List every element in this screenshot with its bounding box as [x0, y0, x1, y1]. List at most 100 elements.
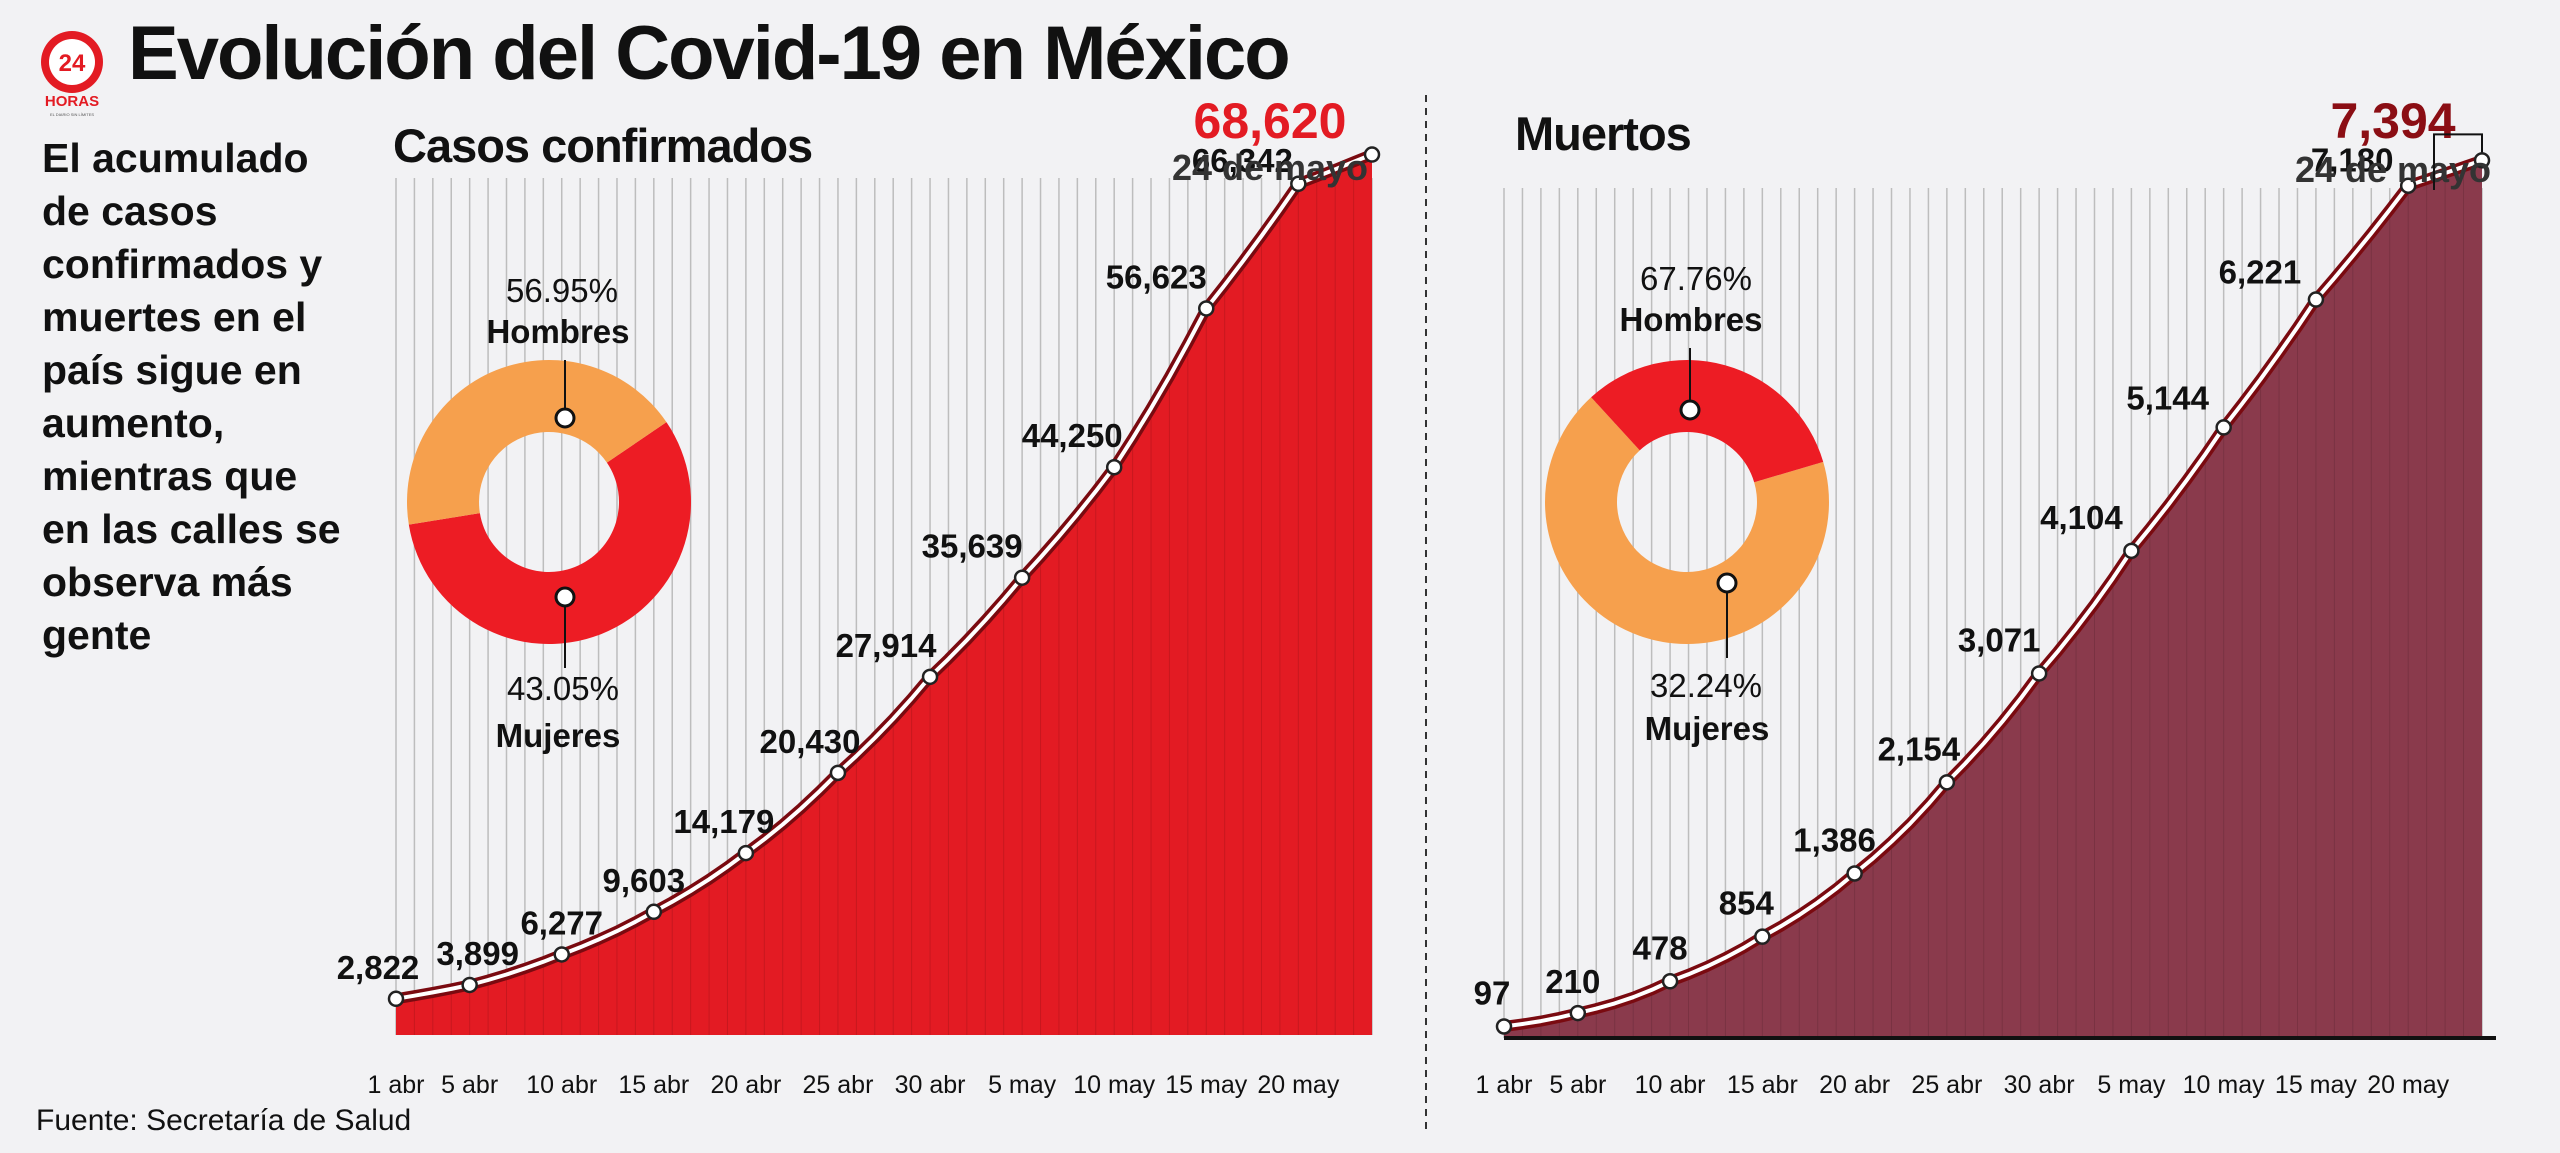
data-point	[2473, 152, 2491, 169]
latest-leader-line	[2433, 133, 2483, 190]
x-tick-label: 25 abr	[803, 1071, 874, 1099]
x-tick-label: 20 abr	[710, 1071, 781, 1099]
x-tick-label: 30 abr	[2004, 1071, 2075, 1099]
data-point	[1105, 458, 1123, 476]
data-point	[553, 946, 570, 963]
data-point	[1661, 973, 1679, 990]
data-point	[1569, 1004, 1587, 1022]
x-tick-label: 10 abr	[526, 1071, 597, 1099]
x-tick-label: 30 abr	[895, 1071, 966, 1099]
data-point	[1290, 175, 1307, 193]
data-point	[829, 764, 847, 782]
donut-name-label: Hombres	[486, 313, 629, 350]
donut-marker	[554, 586, 576, 608]
logo-tagline: EL DIARIO SIN LÍMITES	[50, 112, 94, 117]
logo-name: HORAS	[45, 93, 99, 110]
data-label: 4,104	[2040, 499, 2123, 536]
data-label: 854	[1719, 885, 1775, 922]
donut-percent-label: 43.05%	[507, 670, 619, 707]
data-label: 2,154	[1878, 730, 1961, 767]
donut-percent-label: 67.76%	[1640, 260, 1752, 297]
x-tick-label: 25 abr	[1911, 1071, 1982, 1099]
x-tick-label: 10 may	[1073, 1071, 1155, 1099]
data-label: 3,071	[1958, 621, 2041, 658]
x-tick-label: 10 abr	[1635, 1071, 1706, 1099]
data-point	[461, 976, 478, 994]
data-label: 6,221	[2219, 254, 2302, 291]
data-label: 97	[1474, 974, 1511, 1011]
data-label: 66,342	[1192, 142, 1293, 179]
x-tick-label: 15 may	[2275, 1071, 2357, 1099]
data-label: 14,179	[673, 803, 774, 840]
data-point	[921, 668, 939, 686]
latest-value: 7,394	[2330, 93, 2455, 149]
area-fill	[1504, 160, 2482, 1039]
x-tick-label: 5 may	[2097, 1071, 2166, 1099]
donut-name-label: Mujeres	[496, 717, 621, 754]
data-label: 210	[1545, 963, 1600, 1000]
data-label: 478	[1633, 929, 1688, 966]
data-point	[387, 990, 405, 1008]
data-label: 35,639	[922, 528, 1023, 565]
data-label: 27,914	[836, 627, 938, 664]
chart-title: Casos confirmados	[393, 119, 812, 172]
x-tick-label: 10 may	[2183, 1071, 2265, 1099]
donut-marker	[1679, 399, 1701, 421]
data-label: 1,386	[1793, 821, 1876, 858]
x-tick-label: 15 abr	[618, 1071, 689, 1099]
donut-name-label: Hombres	[1619, 301, 1762, 338]
data-point	[1938, 774, 1956, 791]
donut-slice-hombres	[1544, 397, 1829, 644]
data-label: 2,822	[337, 949, 420, 986]
24-horas-logo: 24 HORAS EL DIARIO SIN LÍMITES	[41, 31, 103, 117]
data-point	[1754, 928, 1771, 945]
x-tick-label: 15 abr	[1727, 1071, 1798, 1099]
data-label: 3,899	[436, 935, 519, 972]
donut-percent-label: 56.95%	[506, 272, 618, 309]
source-note: Fuente: Secretaría de Salud	[36, 1104, 412, 1137]
donut-slice-mujeres	[406, 359, 667, 525]
donut-slice-mujeres	[1591, 360, 1824, 483]
data-point	[2399, 177, 2417, 194]
chart-title: Muertos	[1515, 107, 1691, 160]
data-label: 56,623	[1106, 258, 1207, 295]
x-tick-label: 1 abr	[1476, 1071, 1533, 1099]
data-label: 9,603	[603, 862, 686, 899]
donut-marker	[1716, 572, 1738, 594]
area-fill	[396, 154, 1372, 1035]
data-label: 20,430	[759, 723, 860, 760]
donut-marker	[554, 407, 576, 429]
data-point	[2215, 419, 2232, 436]
donut-slice-hombres	[408, 422, 691, 644]
latest-date: 24 de mayo	[1172, 147, 1368, 188]
x-tick-label: 20 may	[1257, 1071, 1339, 1099]
data-point	[2030, 665, 2048, 682]
donut-percent-label: 32.24%	[1650, 667, 1762, 704]
data-point	[2123, 542, 2140, 560]
donut-name-label: Mujeres	[1645, 710, 1770, 747]
x-tick-label: 20 abr	[1819, 1071, 1890, 1099]
logo-inner-circle	[49, 39, 95, 85]
page-title: Evolución del Covid-19 en México	[128, 11, 1291, 96]
x-tick-label: 5 may	[988, 1071, 1057, 1099]
data-point	[1198, 300, 1215, 317]
data-point	[645, 903, 663, 921]
data-label: 6,277	[520, 904, 603, 941]
x-tick-label: 20 may	[2367, 1071, 2449, 1099]
x-tick-label: 1 abr	[368, 1071, 425, 1099]
data-point	[1495, 1018, 1513, 1035]
x-tick-label: 5 abr	[441, 1071, 498, 1099]
data-point	[737, 844, 755, 862]
data-point	[1846, 865, 1863, 882]
data-label: 7,180	[2311, 142, 2394, 179]
data-label: 44,250	[1022, 417, 1123, 454]
data-label: 5,144	[2126, 379, 2209, 416]
logo-number: 24	[59, 50, 86, 77]
intro-text: El acumulado de casos confirmados y muer…	[42, 135, 341, 658]
x-tick-label: 15 may	[1165, 1071, 1247, 1099]
latest-value: 68,620	[1194, 93, 1347, 149]
x-tick-label: 5 abr	[1549, 1071, 1606, 1099]
latest-date: 24 de mayo	[2295, 149, 2491, 190]
data-point	[1013, 569, 1031, 586]
